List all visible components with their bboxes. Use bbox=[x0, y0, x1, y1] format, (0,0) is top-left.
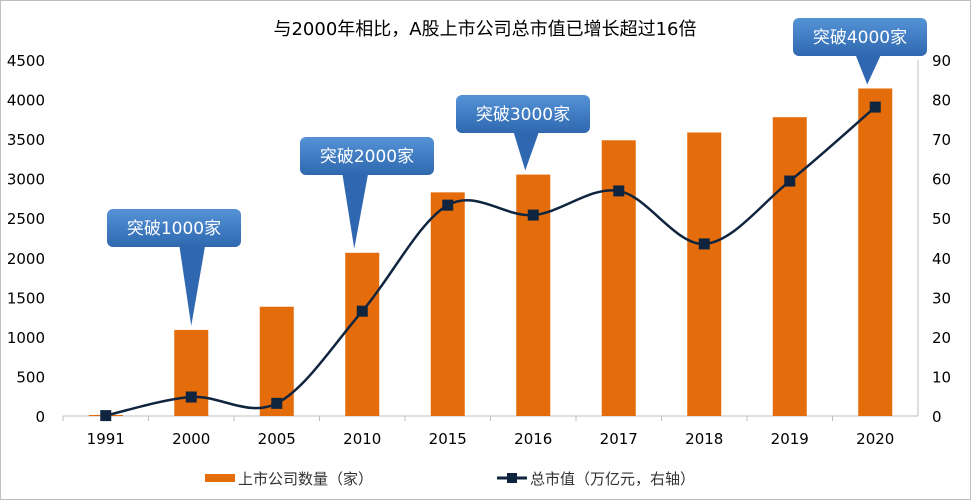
line-marker-2017 bbox=[613, 185, 625, 197]
chart-title: 与2000年相比，A股上市公司总市值已增长超过16倍 bbox=[273, 19, 696, 40]
left-axis-tick-label: 1000 bbox=[7, 329, 45, 347]
callout-2010: 突破2000家 bbox=[300, 137, 434, 249]
right-axis-tick-label: 10 bbox=[932, 368, 951, 386]
x-axis-tick-label: 2000 bbox=[172, 430, 210, 448]
callout-2000: 突破1000家 bbox=[107, 209, 241, 326]
callout-label: 突破1000家 bbox=[127, 219, 221, 239]
callout-label: 突破3000家 bbox=[476, 105, 570, 125]
right-axis-tick-label: 60 bbox=[932, 171, 951, 189]
x-axis-tick-label: 2020 bbox=[856, 430, 894, 448]
legend-swatch-bars bbox=[205, 474, 235, 482]
left-axis-tick-label: 2500 bbox=[7, 210, 45, 228]
bar-2010 bbox=[345, 252, 380, 416]
left-axis-tick-label: 4500 bbox=[7, 52, 45, 70]
line-marker-2020 bbox=[869, 101, 881, 113]
right-axis-tick-label: 80 bbox=[932, 92, 951, 110]
bar-2020 bbox=[858, 88, 893, 416]
line-marker-2010 bbox=[356, 305, 368, 317]
right-axis-tick-label: 30 bbox=[932, 289, 951, 307]
x-axis-tick-label: 2016 bbox=[514, 430, 552, 448]
line-marker-2019 bbox=[784, 175, 796, 187]
legend-marker-line bbox=[507, 473, 517, 483]
right-axis-tick-label: 50 bbox=[932, 210, 951, 228]
left-axis-tick-label: 3500 bbox=[7, 131, 45, 149]
line-marker-2005 bbox=[271, 397, 283, 409]
left-axis-tick-label: 500 bbox=[16, 368, 45, 386]
right-axis-tick-label: 20 bbox=[932, 329, 951, 347]
line-marker-2018 bbox=[698, 238, 710, 250]
x-axis-tick-label: 2017 bbox=[600, 430, 638, 448]
callout-2020: 突破4000家 bbox=[793, 18, 927, 85]
x-axis-tick-label: 2015 bbox=[429, 430, 467, 448]
callout-label: 突破2000家 bbox=[320, 147, 414, 167]
right-axis-tick-label: 40 bbox=[932, 250, 951, 268]
line-marker-2016 bbox=[527, 209, 539, 221]
market-cap-line bbox=[105, 106, 877, 417]
line-marker-1991 bbox=[100, 410, 112, 422]
left-axis-tick-label: 1500 bbox=[7, 289, 45, 307]
bar-2018 bbox=[687, 132, 722, 417]
right-axis-tick-label: 0 bbox=[932, 408, 942, 426]
left-axis-tick-label: 2000 bbox=[7, 250, 45, 268]
line-marker-2015 bbox=[442, 199, 454, 211]
line-marker-2000 bbox=[185, 391, 197, 403]
bar-2015 bbox=[430, 192, 465, 416]
left-axis-tick-label: 3000 bbox=[7, 171, 45, 189]
legend-label-line: 总市值（万亿元，右轴） bbox=[530, 470, 695, 488]
bar-2017 bbox=[601, 140, 636, 416]
bar-2005 bbox=[259, 306, 294, 416]
bar-2019 bbox=[772, 117, 807, 417]
legend-label-bars: 上市公司数量（家） bbox=[238, 470, 373, 488]
left-axis-tick-label: 0 bbox=[35, 408, 45, 426]
bar-2000 bbox=[174, 329, 209, 416]
legend: 上市公司数量（家） 总市值（万亿元，右轴） bbox=[205, 470, 695, 488]
right-axis-tick-label: 70 bbox=[932, 131, 951, 149]
right-axis-tick-label: 90 bbox=[932, 52, 951, 70]
callout-label: 突破4000家 bbox=[813, 28, 907, 48]
x-axis-tick-label: 2018 bbox=[685, 430, 723, 448]
callout-2016: 突破3000家 bbox=[456, 95, 590, 171]
x-axis-tick-label: 1991 bbox=[87, 430, 125, 448]
left-axis-tick-label: 4000 bbox=[7, 92, 45, 110]
x-axis-tick-label: 2019 bbox=[771, 430, 809, 448]
x-axis-tick-label: 2010 bbox=[343, 430, 381, 448]
x-axis-tick-label: 2005 bbox=[258, 430, 296, 448]
